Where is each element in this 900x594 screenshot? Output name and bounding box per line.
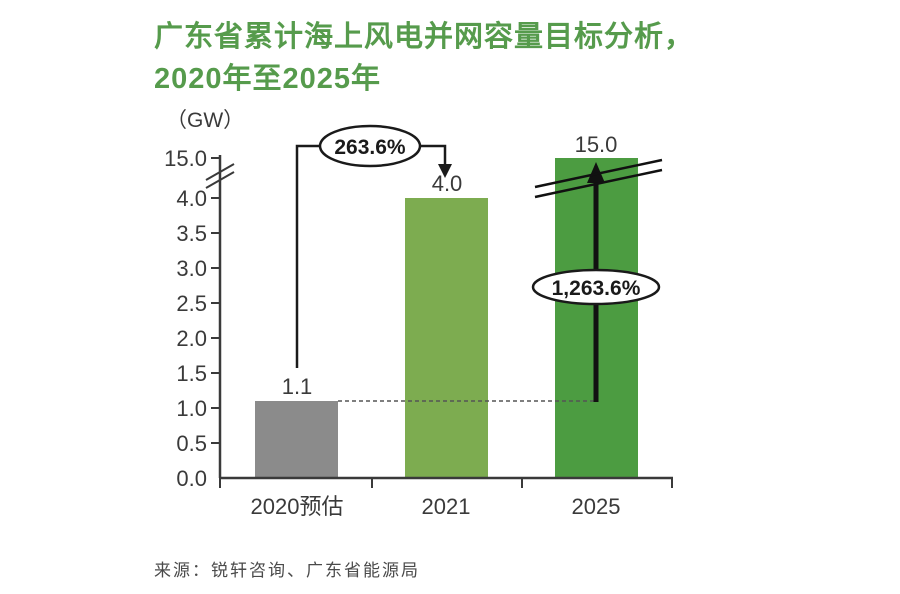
x-label-2020: 2020预估 — [251, 494, 344, 519]
y-tick-label: 0.0 — [176, 466, 207, 491]
growth-badge-2025 — [531, 268, 661, 306]
x-label-2025: 2025 — [572, 494, 621, 519]
chart-title-line2: 2020年至2025年 — [154, 63, 382, 95]
y-tick-label: 2.5 — [176, 291, 207, 316]
y-axis-break-mark-upper — [205, 163, 235, 181]
arrow-down-icon — [438, 164, 452, 178]
y-tick-label: 2.0 — [176, 326, 207, 351]
bar-break-mark-upper — [534, 158, 663, 189]
growth-badge-2025-label: 1,263.6% — [552, 277, 641, 300]
y-axis-break-mark-lower — [205, 171, 235, 189]
y-tick-label: 15.0 — [164, 146, 207, 171]
y-tick-label: 4.0 — [176, 186, 207, 211]
x-label-2021: 2021 — [422, 494, 471, 519]
bar-2021 — [405, 198, 488, 478]
value-label-2025: 15.0 — [575, 132, 618, 157]
y-tick-label: 0.5 — [176, 431, 207, 456]
bar-break-mark-lower — [534, 168, 663, 199]
bar-2020 — [255, 401, 338, 478]
source-note: 来源：锐轩咨询、广东省能源局 — [154, 561, 420, 580]
y-tick-label: 1.5 — [176, 361, 207, 386]
growth-badge-2021 — [318, 124, 422, 168]
value-label-2020: 1.1 — [282, 374, 313, 399]
y-axis-unit-label: （GW） — [166, 109, 244, 132]
arrow-up-icon — [587, 162, 605, 183]
growth-badge-2021-label: 263.6% — [334, 136, 406, 159]
y-tick-label: 3.0 — [176, 256, 207, 281]
chart-title-line1: 广东省累计海上风电并网容量目标分析， — [154, 21, 695, 53]
y-tick-label: 1.0 — [176, 396, 207, 421]
value-label-2021: 4.0 — [432, 171, 463, 196]
y-tick-label: 3.5 — [176, 221, 207, 246]
chart-title: 广东省累计海上风电并网容量目标分析， 2020年至2025年 — [154, 16, 694, 100]
